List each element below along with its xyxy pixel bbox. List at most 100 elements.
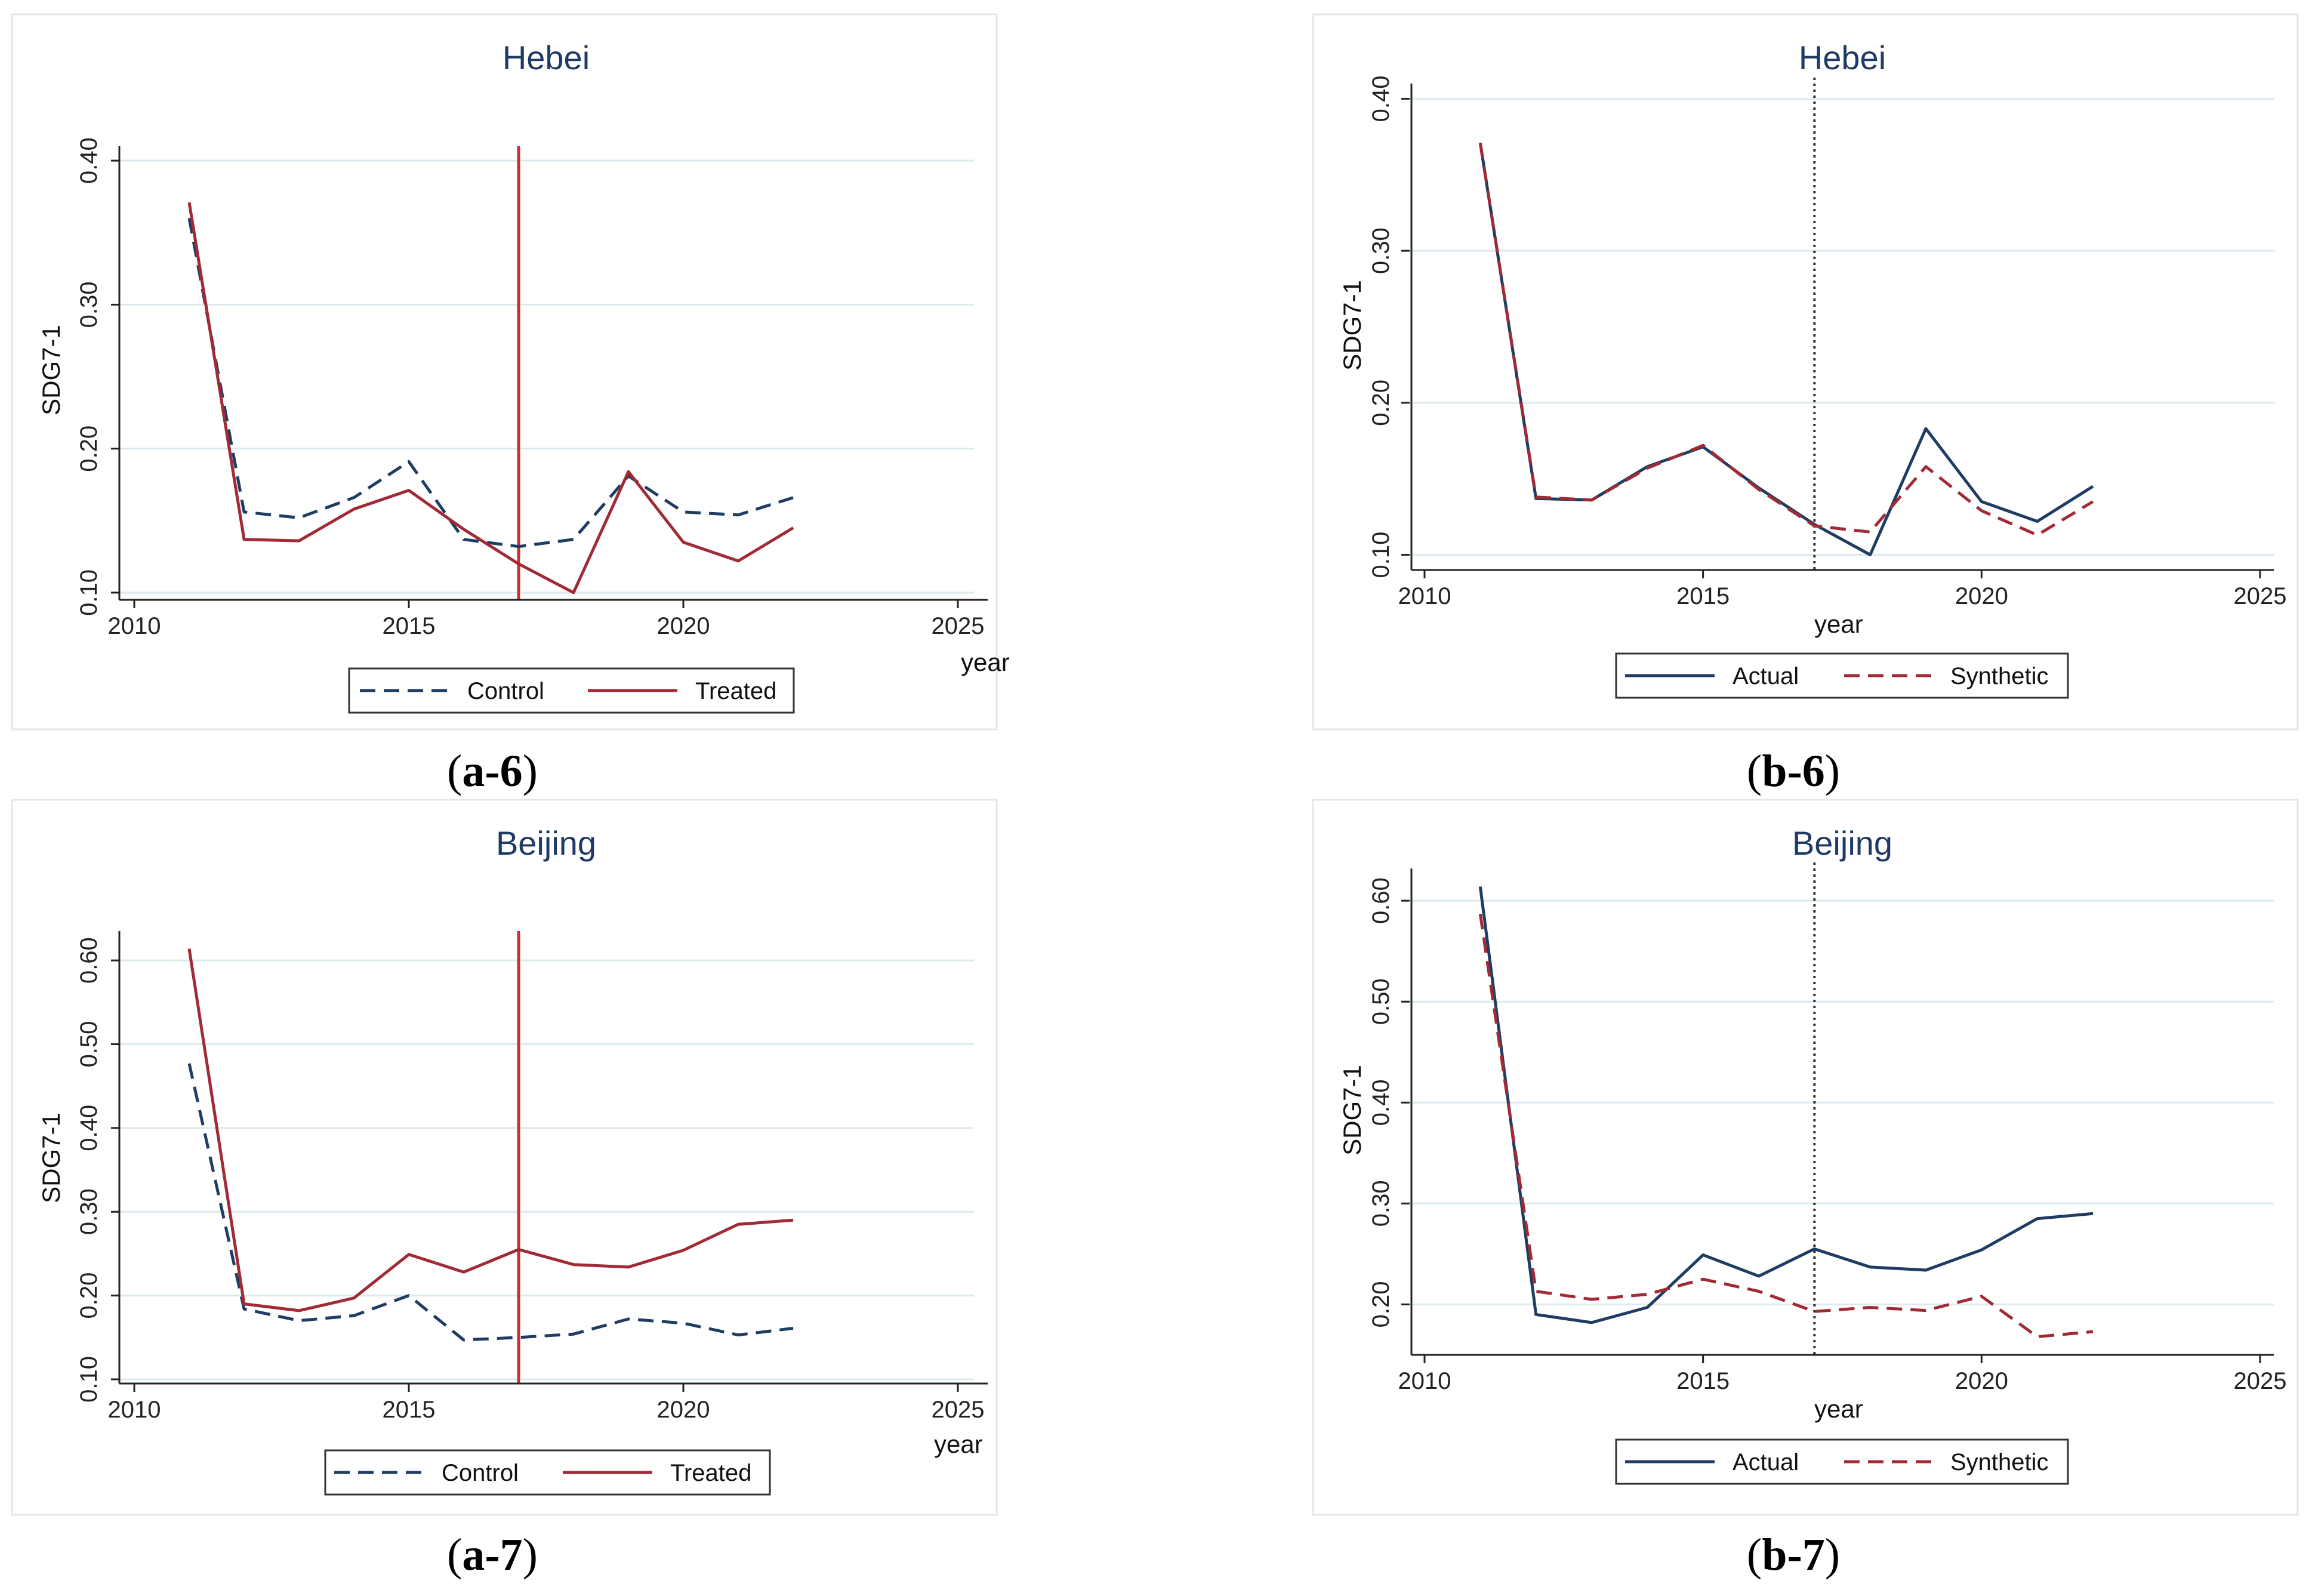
panel-a6-legend-label-1: Treated	[695, 678, 776, 704]
caption-a6: (a-6)	[447, 746, 538, 796]
panel-a7-ytick-label-1: 0.20	[76, 1273, 102, 1319]
panel-a7-legend-label-0: Control	[442, 1460, 519, 1486]
panel-b6-grid	[1410, 97, 2274, 556]
panel-a6-ylabel: SDG7-1	[37, 325, 65, 415]
panel-b6-xtick-label-1: 2015	[1676, 583, 1730, 609]
panel-b7-series-synthetic-line	[1478, 913, 2094, 1339]
caption-b6-label: b-6	[1762, 746, 1825, 796]
panel-b7-ylabel: SDG7-1	[1338, 1065, 1366, 1156]
caption-a7: (a-7)	[447, 1530, 538, 1580]
panel-a6-ytick-label-2: 0.30	[76, 281, 102, 328]
panel-b7-ytick-label-2: 0.40	[1368, 1079, 1394, 1126]
panel-a6-legend-box	[348, 667, 795, 714]
panel-a6-title: Hebei	[503, 39, 590, 76]
panel-a7-ytick-label-5: 0.60	[76, 937, 102, 984]
panel-b7-legend: Actual Synthetic	[1615, 1438, 2069, 1485]
panel-b6-ytick-label-2: 0.30	[1368, 227, 1394, 274]
svg-text:(b-7): (b-7)	[1747, 1530, 1840, 1580]
panel-b7-legend-label-1: Synthetic	[1950, 1449, 2049, 1475]
caption-b7: (b-7)	[1747, 1530, 1840, 1580]
panel-a6: Hebei 0.100.200.300.40 2010 2015 2020 2025 …	[11, 13, 1010, 731]
panel-b7-ytick-label-4: 0.60	[1368, 877, 1394, 924]
caption-a7-label: a-7	[462, 1530, 522, 1580]
panel-b7-legend-label-0: Actual	[1732, 1449, 1799, 1475]
panel-a6-series-treated-line	[187, 202, 794, 594]
panel-b6-xticks: 2010 2015 2020 2025	[1398, 570, 2287, 609]
panel-b7-legend-box	[1615, 1438, 2069, 1485]
panel-b7-title: Beijing	[1792, 824, 1892, 862]
panel-a6-xtick-label-0: 2010	[108, 613, 161, 639]
panel-b6-xtick-label-3: 2025	[2234, 583, 2287, 609]
panel-a7-title: Beijing	[496, 824, 596, 862]
panel-b7-ytick-label-3: 0.50	[1368, 978, 1394, 1025]
panel-a6-xtick-label-1: 2015	[383, 613, 436, 639]
caption-a7-open: (	[447, 1530, 462, 1580]
panel-a6-ytick-label-3: 0.40	[76, 137, 102, 184]
panel-b7-xtick-label-1: 2015	[1676, 1368, 1730, 1394]
panel-b7-xtick-label-3: 2025	[2234, 1368, 2287, 1394]
panel-a7-yticks: 0.10 0.20 0.30 0.40 0.50 0.60	[76, 937, 119, 1403]
panel-b7-xtick-label-2: 2020	[1955, 1368, 2008, 1394]
panel-a7: Beijing 0.100.200.300.400.500.60 2010 201…	[11, 799, 998, 1516]
panel-a6-xtick-label-2: 2020	[657, 613, 710, 639]
panel-b7-xtick-label-0: 2010	[1398, 1368, 1451, 1394]
panel-a7-series	[187, 948, 794, 1342]
panel-a6-xlabel: year	[961, 648, 1010, 676]
panel-b7: Beijing 0.20 0.30 0.40 0.50 0.60 2010 2015 202…	[1312, 799, 2299, 1516]
panel-a6-xtick-label-3: 2025	[932, 613, 985, 639]
panel-b6-ytick-label-0: 0.10	[1368, 532, 1394, 578]
panel-b6-title: Hebei	[1799, 39, 1886, 76]
panel-b7-xticks: 2010 2015 2020 2025	[1398, 1355, 2287, 1394]
panel-a7-xtick-label-0: 2010	[108, 1397, 161, 1423]
caption-a6-close: )	[523, 746, 538, 796]
panel-b6-legend-label-0: Actual	[1732, 663, 1799, 689]
caption-b6: (b-6)	[1747, 746, 1840, 796]
panel-b6-ylabel: SDG7-1	[1338, 280, 1366, 371]
caption-a6-label: a-6	[462, 746, 522, 796]
panel-b7-ytick-label-0: 0.20	[1368, 1281, 1394, 1328]
svg-text:(a-7): (a-7)	[447, 1530, 538, 1580]
panel-b6-xtick-label-0: 2010	[1398, 583, 1451, 609]
caption-b6-close: )	[1825, 746, 1840, 796]
panel-b7-xlabel: year	[1814, 1395, 1863, 1423]
panel-b6-ytick-label-3: 0.40	[1368, 76, 1394, 122]
panel-a7-xtick-label-1: 2015	[383, 1397, 436, 1423]
panel-a6-series	[187, 202, 794, 594]
panel-b6-legend: Actual Synthetic	[1615, 652, 2069, 699]
panel-a7-legend-label-1: Treated	[670, 1460, 751, 1486]
panel-a7-ylabel: SDG7-1	[37, 1113, 65, 1203]
svg-text:(a-6): (a-6)	[447, 746, 538, 796]
panel-a6-grid	[119, 159, 974, 594]
panel-b6-xtick-label-2: 2020	[1955, 583, 2008, 609]
panel-a6-legend: Control Treated	[348, 667, 795, 714]
panel-b6-frame	[1312, 13, 2299, 731]
panel-a7-series-treated-line	[187, 948, 794, 1312]
caption-a6-open: (	[447, 746, 462, 796]
panel-a7-frame	[11, 799, 998, 1516]
panel-b7-series	[1478, 886, 2094, 1339]
panel-a7-ytick-label-2: 0.30	[76, 1188, 102, 1235]
panel-a7-xtick-label-2: 2020	[657, 1397, 710, 1423]
panel-a6-series-control-line	[187, 218, 794, 549]
panel-a7-xlabel: year	[934, 1430, 983, 1458]
panel-a6-legend-label-0: Control	[467, 678, 544, 704]
panel-a6-xticks: 2010 2015 2020 2025	[108, 600, 985, 639]
caption-b6-open: (	[1747, 746, 1762, 796]
panel-b7-yticks: 0.20 0.30 0.40 0.50 0.60	[1368, 877, 1410, 1327]
panel-b7-frame	[1312, 799, 2299, 1516]
panel-b6-series	[1478, 142, 2094, 556]
panel-a6-ytick-label-0: 0.10	[76, 569, 102, 616]
panel-b6: Hebei 0.100.200.300.40 2010 2015 2020 2025 …	[1312, 13, 2299, 731]
panel-a6-yticks: 0.10 0.20 0.30 0.40	[76, 137, 119, 616]
panel-b7-series-actual-line	[1478, 886, 2094, 1324]
panel-a7-xticks: 2010 2015 2020 2025	[108, 1384, 984, 1423]
panel-a7-grid	[119, 959, 974, 1381]
caption-b7-open: (	[1747, 1530, 1762, 1580]
svg-text:(b-6): (b-6)	[1747, 746, 1840, 796]
panel-a7-ytick-label-4: 0.50	[76, 1021, 102, 1068]
panel-b6-ytick-label-1: 0.20	[1368, 380, 1394, 426]
caption-b7-label: b-7	[1762, 1530, 1825, 1580]
panel-b6-yticks: 0.10 0.20 0.30 0.40	[1368, 76, 1410, 578]
panel-a7-ytick-label-3: 0.40	[76, 1105, 102, 1151]
